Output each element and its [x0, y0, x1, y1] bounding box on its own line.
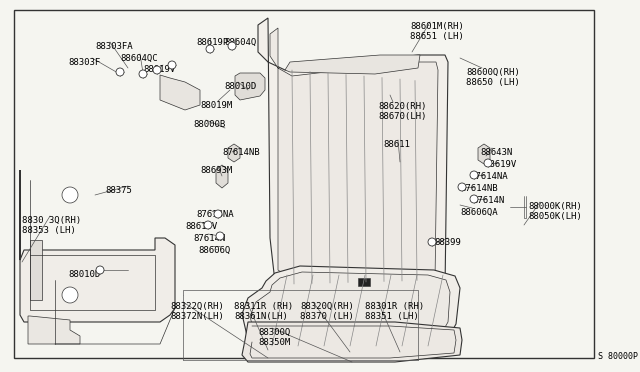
Polygon shape — [285, 55, 420, 74]
Text: 88650 (LH): 88650 (LH) — [466, 78, 520, 87]
Text: 88370 (LH): 88370 (LH) — [300, 312, 354, 321]
Circle shape — [214, 210, 222, 218]
Text: S 80000P: S 80000P — [598, 352, 638, 361]
Text: 87614N: 87614N — [472, 196, 504, 205]
Text: 88619P: 88619P — [196, 38, 228, 47]
Circle shape — [228, 42, 236, 50]
Circle shape — [470, 171, 478, 179]
Text: 88643N: 88643N — [480, 148, 512, 157]
Text: 88600Q(RH): 88600Q(RH) — [466, 68, 520, 77]
Circle shape — [153, 66, 161, 74]
Circle shape — [139, 70, 147, 78]
Text: 87614NA: 87614NA — [196, 210, 234, 219]
Polygon shape — [242, 266, 460, 352]
Text: 88000K(RH): 88000K(RH) — [528, 202, 582, 211]
Polygon shape — [478, 144, 490, 164]
Text: 88606QA: 88606QA — [460, 208, 498, 217]
Text: 87614NA: 87614NA — [470, 172, 508, 181]
Polygon shape — [228, 144, 240, 162]
Circle shape — [206, 45, 214, 53]
Text: 88000B: 88000B — [193, 120, 225, 129]
Text: 87614N: 87614N — [193, 234, 225, 243]
Text: 88619V: 88619V — [484, 160, 516, 169]
Polygon shape — [28, 316, 80, 344]
Polygon shape — [30, 240, 42, 300]
Text: 87614NB: 87614NB — [222, 148, 260, 157]
Text: 88604Q: 88604Q — [224, 38, 256, 47]
Text: 88353 (LH): 88353 (LH) — [22, 226, 76, 235]
Text: 8830 3Q(RH): 8830 3Q(RH) — [22, 216, 81, 225]
Circle shape — [484, 159, 492, 167]
Text: 88301R (RH): 88301R (RH) — [365, 302, 424, 311]
Text: 88693M: 88693M — [200, 166, 232, 175]
Bar — [345, 325, 357, 333]
Text: 88670(LH): 88670(LH) — [378, 112, 426, 121]
Text: 88303FA: 88303FA — [95, 42, 132, 51]
Polygon shape — [250, 272, 450, 346]
Text: 88010D: 88010D — [68, 270, 100, 279]
Text: 88303F: 88303F — [68, 58, 100, 67]
Text: 88019V: 88019V — [143, 65, 175, 74]
Text: 88620(RH): 88620(RH) — [378, 102, 426, 111]
Circle shape — [168, 61, 176, 69]
Circle shape — [216, 232, 224, 240]
Circle shape — [428, 238, 436, 246]
Text: 88351 (LH): 88351 (LH) — [365, 312, 419, 321]
Text: 88050K(LH): 88050K(LH) — [528, 212, 582, 221]
Circle shape — [204, 221, 212, 229]
Polygon shape — [216, 165, 228, 188]
Text: 88375: 88375 — [105, 186, 132, 195]
Text: 88350M: 88350M — [258, 338, 291, 347]
Text: 88019M: 88019M — [200, 101, 232, 110]
Text: 88606Q: 88606Q — [198, 246, 230, 255]
Text: 88320Q(RH): 88320Q(RH) — [300, 302, 354, 311]
Text: 88601M(RH): 88601M(RH) — [410, 22, 464, 31]
Polygon shape — [235, 73, 265, 100]
Circle shape — [96, 266, 104, 274]
Text: 88300Q: 88300Q — [258, 328, 291, 337]
Circle shape — [458, 183, 466, 191]
Polygon shape — [14, 10, 594, 358]
Bar — [358, 278, 370, 286]
Circle shape — [62, 287, 78, 303]
Text: 88010D: 88010D — [224, 82, 256, 91]
Text: 88604QC: 88604QC — [120, 54, 157, 63]
Text: 88619V: 88619V — [185, 222, 217, 231]
Polygon shape — [270, 28, 438, 290]
Text: 88372N(LH): 88372N(LH) — [170, 312, 224, 321]
Text: 88322Q(RH): 88322Q(RH) — [170, 302, 224, 311]
Text: 87614NB: 87614NB — [460, 184, 498, 193]
Circle shape — [470, 195, 478, 203]
Circle shape — [116, 68, 124, 76]
Text: 88611: 88611 — [383, 140, 410, 149]
Polygon shape — [20, 170, 175, 322]
Polygon shape — [160, 75, 200, 110]
Polygon shape — [258, 18, 448, 300]
Text: 88399: 88399 — [434, 238, 461, 247]
Text: 88311R (RH): 88311R (RH) — [234, 302, 293, 311]
Circle shape — [62, 187, 78, 203]
Polygon shape — [242, 322, 462, 362]
Text: 88651 (LH): 88651 (LH) — [410, 32, 464, 41]
Text: 88361N(LH): 88361N(LH) — [234, 312, 288, 321]
